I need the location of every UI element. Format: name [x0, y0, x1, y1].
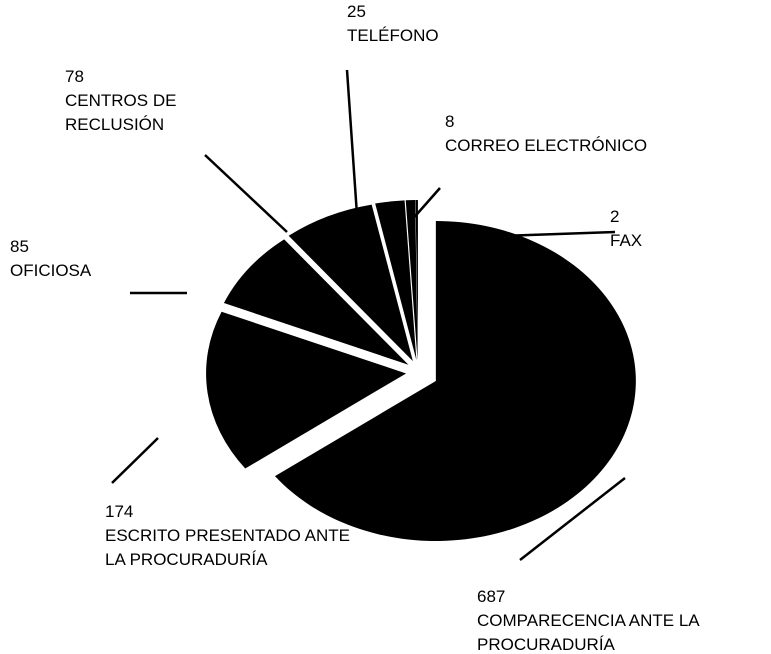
pie-slice [274, 221, 636, 542]
slice-category-label: COMPARECENCIA ANTE LA PROCURADURÍA [477, 611, 699, 654]
slice-value-label: 8 [445, 112, 455, 131]
slice-value-label: 85 [10, 237, 29, 256]
pie-slice [206, 311, 407, 469]
pie-slice [288, 204, 413, 362]
leader-line [204, 154, 288, 233]
leader-line [409, 187, 441, 223]
slice-category-label: ESCRITO PRESENTADO ANTE LA PROCURADURÍA [105, 526, 350, 569]
leader-line [345, 69, 359, 216]
slice-category-label: FAX [610, 231, 643, 250]
slice-category-label: CORREO ELECTRÓNICO [445, 136, 648, 155]
pie-slice [405, 200, 418, 361]
slice-category-label: TELÉFONO [347, 26, 439, 45]
pie-slice [375, 200, 417, 361]
slice-value-label: 78 [65, 67, 84, 86]
slice-category-label: CENTROS DE RECLUSIÓN [65, 91, 177, 134]
leader-line [519, 477, 626, 561]
pie-slice [415, 200, 418, 361]
slice-value-label: 2 [610, 207, 620, 226]
pie-slice [223, 239, 409, 365]
slice-value-label: 25 [347, 2, 366, 21]
slice-category-label: OFICIOSA [10, 261, 92, 280]
leader-line [111, 437, 159, 484]
slice-value-label: 687 [477, 587, 506, 606]
leader-line [444, 230, 616, 240]
slice-value-label: 174 [105, 502, 134, 521]
